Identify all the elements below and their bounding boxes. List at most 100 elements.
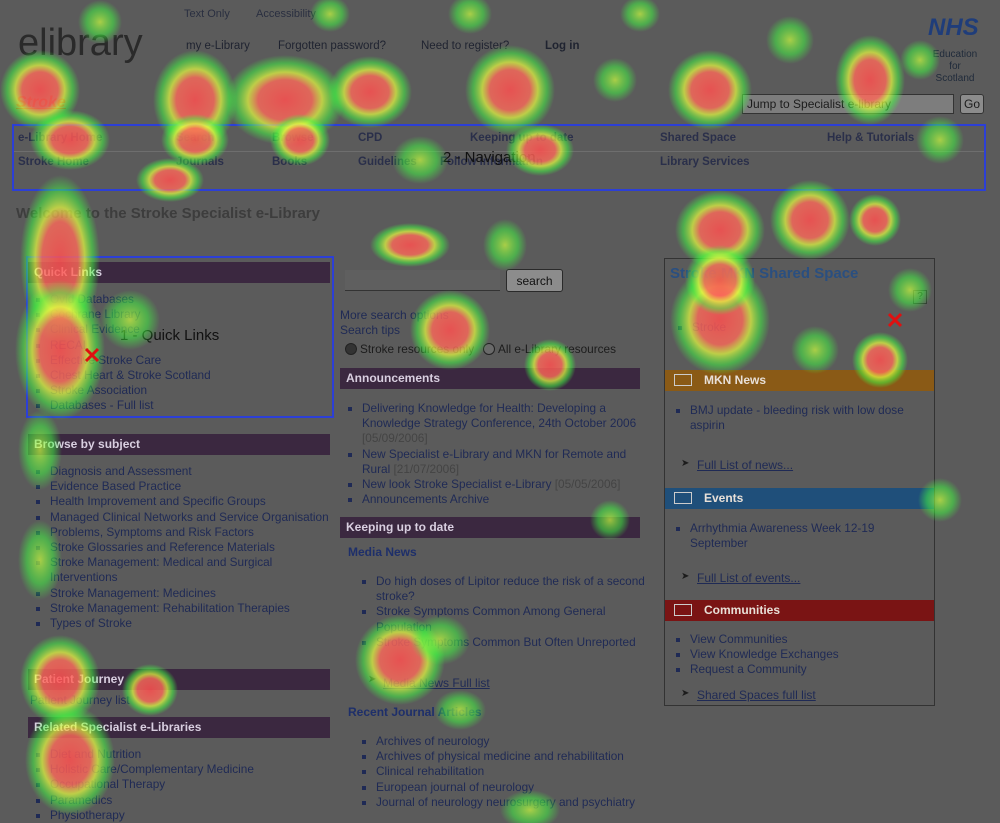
arrow: ➤: [681, 688, 690, 699]
account-link[interactable]: my e-Library: [186, 40, 250, 52]
section-heading: Patient Journey: [28, 669, 330, 690]
list-item[interactable]: Holistic Care/Complementary Medicine: [50, 762, 340, 777]
link[interactable]: Patient Journey list: [30, 693, 130, 707]
panel-item[interactable]: Request a Community: [690, 662, 930, 677]
news-item[interactable]: Stroke Symptoms Common Among General Pop…: [376, 604, 646, 634]
heat-spot: [849, 194, 901, 246]
panel-bar: [665, 600, 934, 621]
utility-link[interactable]: Text Only: [184, 8, 230, 20]
announcement: New look Stroke Specialist e-Library [05…: [362, 477, 652, 492]
announcement-text[interactable]: Delivering Knowledge for Health: Develop…: [362, 401, 637, 431]
nav-link[interactable]: e-Library Home: [18, 132, 103, 144]
panel-item-list: BMJ update - bleeding risk with low dose…: [668, 403, 930, 433]
section-heading: Browse by subject: [28, 434, 330, 455]
panel-icon: [674, 604, 692, 616]
list-item[interactable]: Evidence Based Practice: [50, 479, 340, 494]
announcement: Announcements Archive: [362, 492, 652, 507]
list-item[interactable]: Physiotherapy: [50, 808, 340, 823]
nav-link[interactable]: Browse: [272, 132, 314, 144]
go-button[interactable]: Go: [960, 94, 984, 114]
heat-spot: [766, 16, 814, 64]
full-list-link[interactable]: Shared Spaces full list: [697, 688, 816, 702]
full-list-link[interactable]: Full List of events...: [697, 571, 801, 585]
list-item[interactable]: Stroke Management: Medicines: [50, 586, 340, 601]
full-list-link[interactable]: Media News Full list: [383, 676, 490, 690]
list-item[interactable]: Paramedics: [50, 793, 340, 808]
help-icon[interactable]: ?: [913, 290, 927, 304]
heat-spot: [900, 40, 940, 80]
link[interactable]: Search tips: [340, 323, 401, 337]
space-item[interactable]: Stroke: [692, 320, 892, 335]
list-item[interactable]: Diet and Nutrition: [50, 747, 340, 762]
list-item[interactable]: Managed Clinical Networks and Service Or…: [50, 510, 340, 525]
list-item[interactable]: Health Improvement and Specific Groups: [50, 494, 340, 509]
nhs-logo: NHS: [928, 14, 979, 41]
heat-spot: [448, 0, 492, 34]
panel-item[interactable]: View Knowledge Exchanges: [690, 647, 930, 662]
panel-item[interactable]: View Communities: [690, 632, 930, 647]
announcement-date: [05/09/2006]: [362, 431, 428, 446]
section-title[interactable]: Stroke: [16, 94, 66, 111]
article-item[interactable]: Journal of neurology neurosurgery and ps…: [376, 795, 646, 810]
panel-item[interactable]: Arrhythmia Awareness Week 12-19 Septembe…: [690, 521, 930, 551]
nav-link[interactable]: Books: [272, 156, 308, 168]
panel-heading: Communities: [704, 603, 781, 617]
panel-item-list: Arrhythmia Awareness Week 12-19 Septembe…: [668, 521, 930, 551]
nav-link[interactable]: Keeping up to date: [470, 132, 574, 144]
article-item[interactable]: Archives of physical medicine and rehabi…: [376, 749, 646, 764]
search-button[interactable]: search: [506, 269, 563, 292]
nav-link[interactable]: Journals: [176, 156, 224, 168]
list-item[interactable]: Stroke Management: Medical and Surgical …: [50, 555, 340, 585]
radio: [483, 343, 495, 355]
list-item[interactable]: Stroke Glossaries and Reference Material…: [50, 540, 340, 555]
radio: [345, 343, 357, 355]
panel-heading: Events: [704, 491, 744, 505]
list-item-list: Diagnosis and AssessmentEvidence Based P…: [28, 464, 340, 631]
nav-link[interactable]: Help & Tutorials: [827, 132, 915, 144]
panel-heading: MKN News: [704, 373, 767, 387]
heat-spot: [620, 0, 660, 32]
announcement-text[interactable]: New Specialist e-Library and MKN for Rem…: [362, 446, 627, 476]
logo[interactable]: elibrary: [18, 22, 143, 64]
nav-link[interactable]: CPD: [358, 132, 383, 144]
radio-label[interactable]: Stroke resources only: [360, 342, 475, 356]
space-item-list: Stroke: [670, 320, 892, 335]
article-item[interactable]: Clinical rehabilitation: [376, 764, 646, 779]
nav-link[interactable]: Stroke Home: [18, 156, 89, 168]
radio-label[interactable]: All e-Library resources: [498, 342, 617, 356]
list-item[interactable]: Problems, Symptoms and Risk Factors: [50, 525, 340, 540]
utility-link[interactable]: Accessibility: [256, 8, 316, 20]
account-link[interactable]: Need to register?: [421, 40, 510, 52]
announcement-list: Delivering Knowledge for Health: Develop…: [340, 401, 652, 507]
nav-link[interactable]: Search: [176, 132, 215, 144]
heat-spot: [328, 56, 412, 128]
heat-spot: [770, 180, 850, 260]
list-item[interactable]: Types of Stroke: [50, 616, 340, 631]
article-item[interactable]: Archives of neurology: [376, 734, 646, 749]
nav-link[interactable]: Guidelines: [358, 156, 417, 168]
account-link[interactable]: Log in: [545, 40, 580, 52]
subheading: Media News: [348, 545, 417, 559]
news-item[interactable]: Do high doses of Lipitor reduce the risk…: [376, 574, 646, 604]
news-item[interactable]: Stroke Symptoms Common But Often Unrepor…: [376, 635, 646, 650]
announcement-text[interactable]: New look Stroke Specialist e-Library: [362, 477, 552, 492]
panel-item[interactable]: BMJ update - bleeding risk with low dose…: [690, 403, 930, 433]
link[interactable]: More search options: [340, 308, 449, 322]
list-item[interactable]: Diagnosis and Assessment: [50, 464, 340, 479]
announcement: New Specialist e-Library and MKN for Rem…: [362, 447, 652, 477]
article-item[interactable]: European journal of neurology: [376, 780, 646, 795]
list-item[interactable]: Stroke Management: Rehabilitation Therap…: [50, 601, 340, 616]
announcement-text[interactable]: Announcements Archive: [362, 492, 490, 507]
jump-select[interactable]: Jump to Specialist e-library: [742, 94, 954, 114]
heat-spot: [370, 223, 450, 267]
account-link[interactable]: Forgotten password?: [278, 40, 387, 52]
full-list-link[interactable]: Full List of news...: [697, 458, 794, 472]
nav-divider: [14, 151, 984, 152]
heat-spot: [483, 219, 527, 271]
heat-spot: [593, 58, 637, 102]
list-item[interactable]: Occupational Therapy: [50, 777, 340, 792]
nav-link[interactable]: Library Services: [660, 156, 750, 168]
nav-link[interactable]: Shared Space: [660, 132, 737, 144]
search-input: [345, 270, 500, 291]
